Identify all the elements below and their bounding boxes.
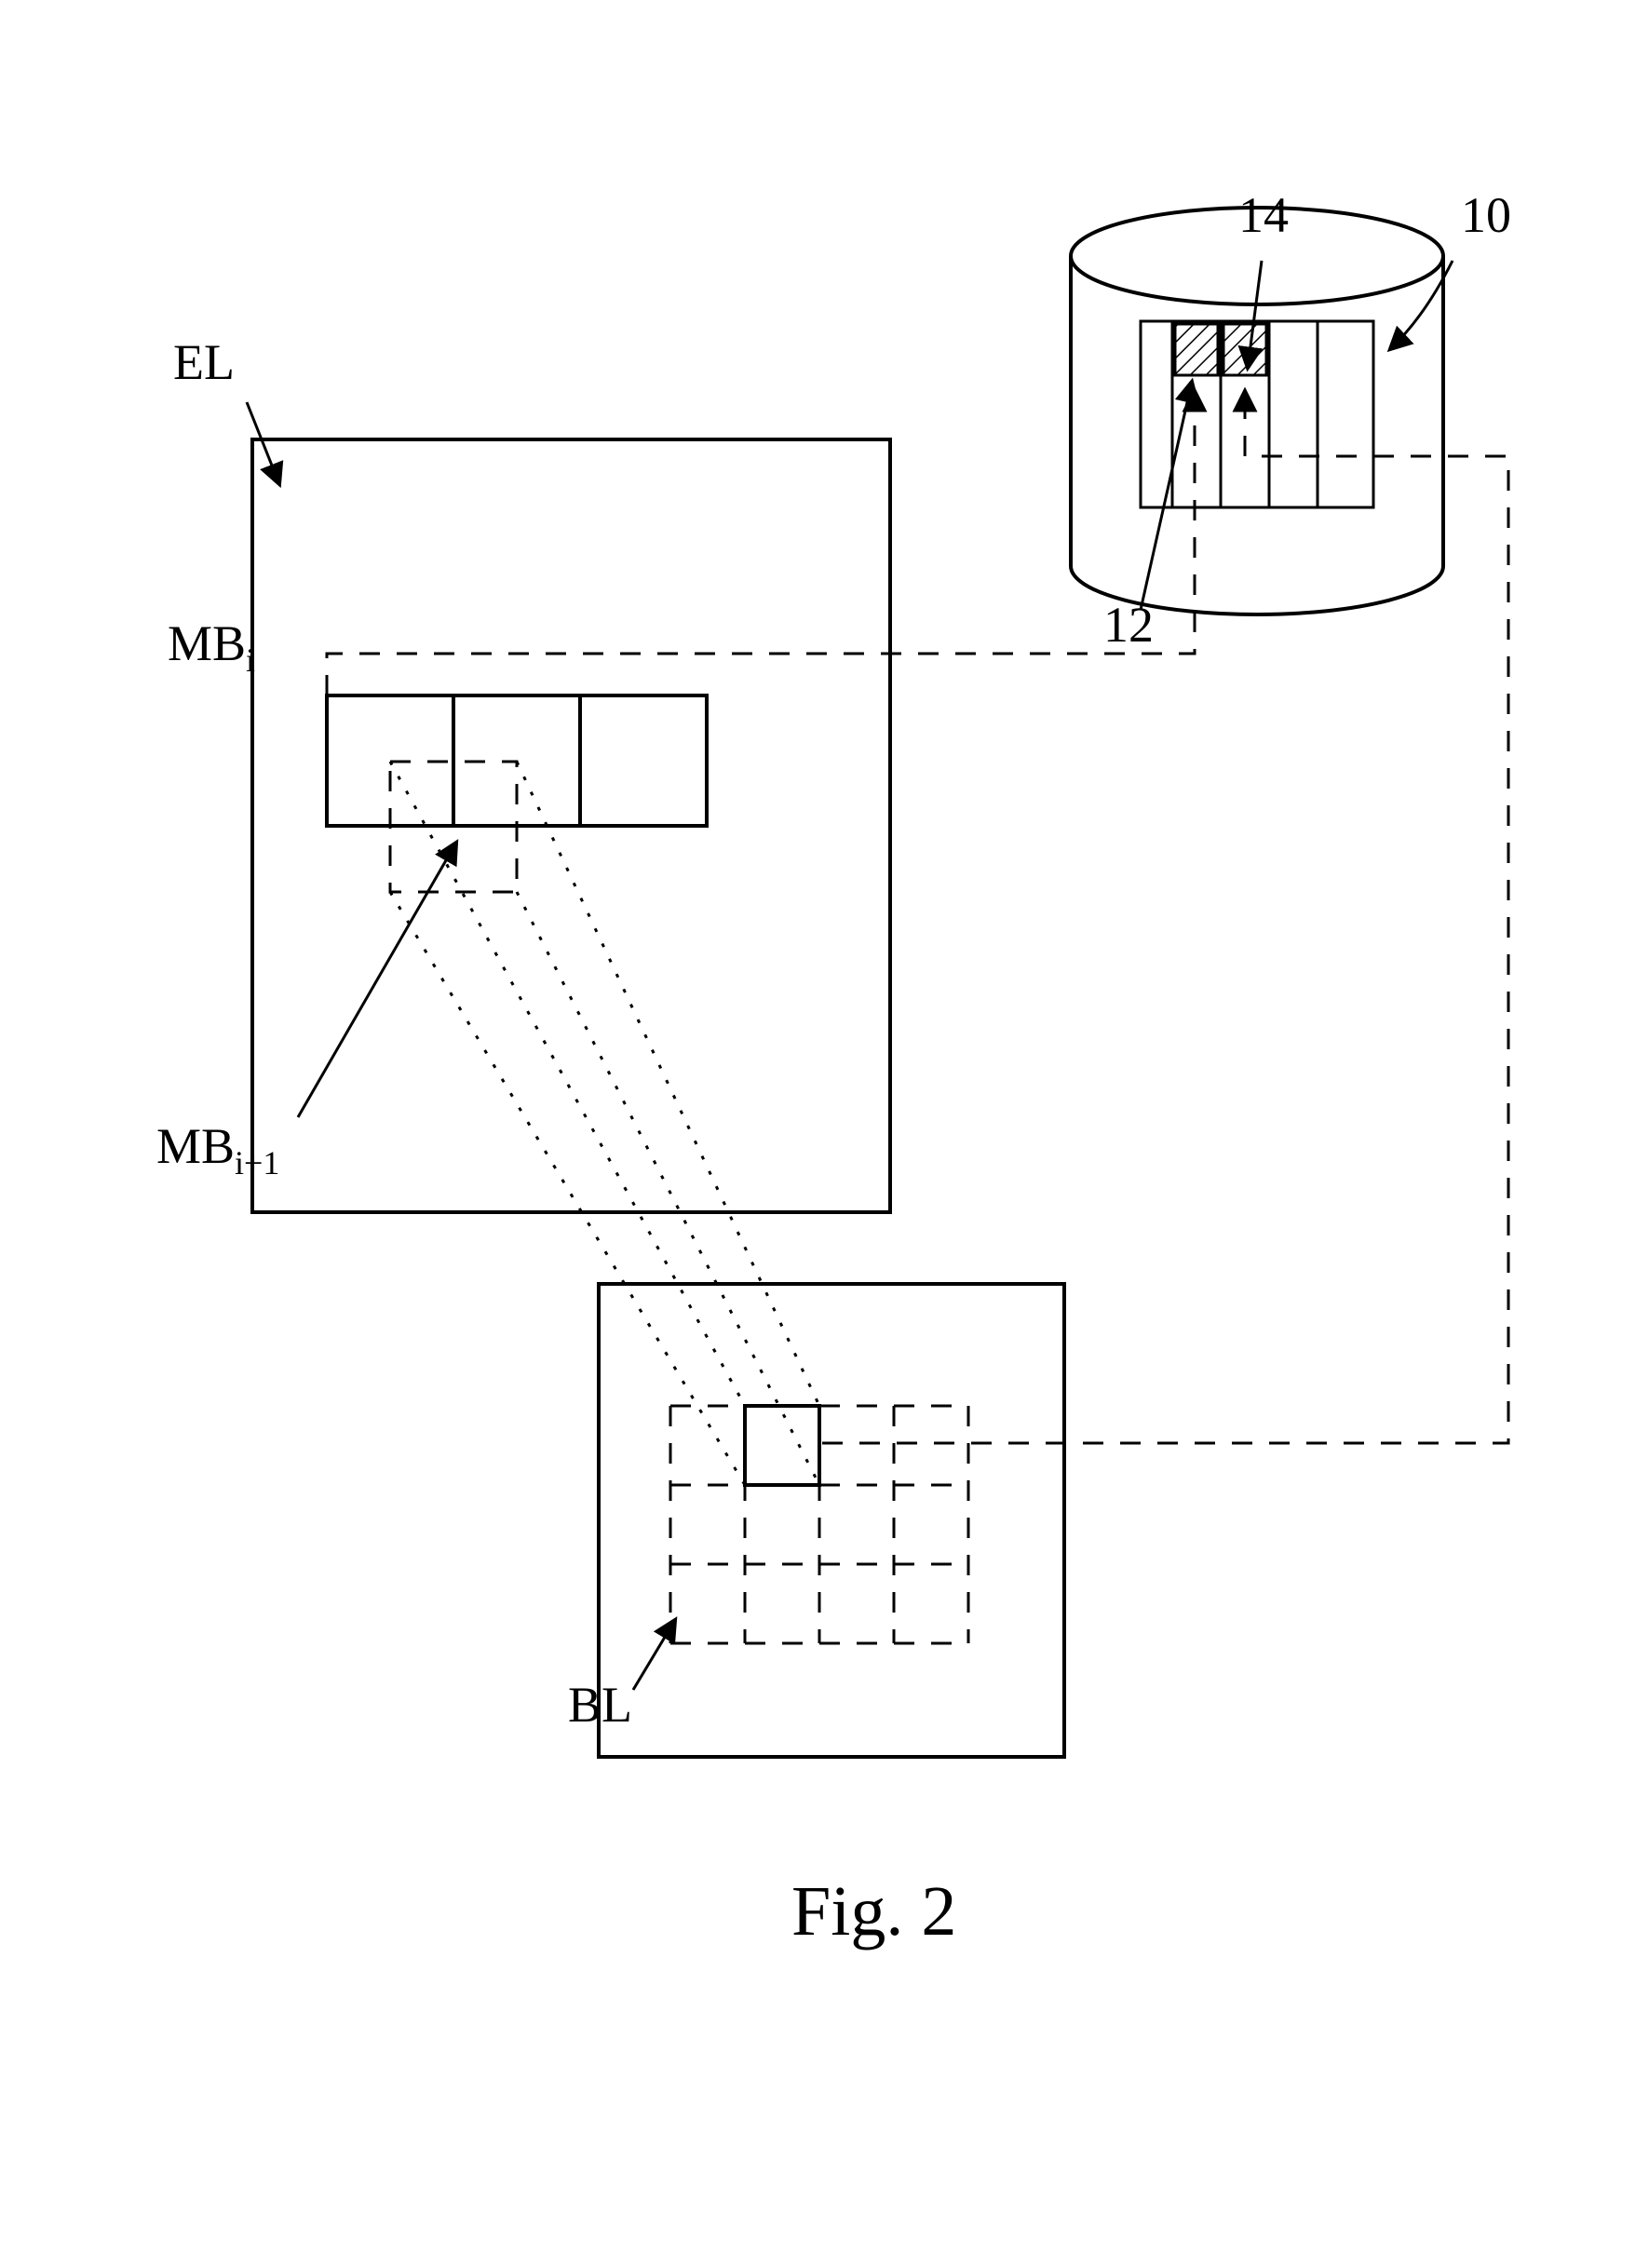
- label-ref10: 10: [1461, 186, 1511, 244]
- label-mbi1-prefix: MB: [156, 1118, 235, 1174]
- label-mbi1: MBi+1: [156, 1117, 279, 1182]
- hatched-cell-right: [1223, 324, 1266, 375]
- label-mbi-sub: i: [246, 641, 255, 679]
- bl-frame: [599, 1284, 1064, 1757]
- hatched-cell-left: [1175, 324, 1218, 375]
- el-block-3: [580, 695, 707, 826]
- leader-mbi1: [298, 843, 456, 1117]
- label-mbi: MBi: [168, 614, 255, 680]
- database-cylinder: [1071, 208, 1443, 614]
- label-mbi-prefix: MB: [168, 615, 246, 671]
- label-ref12: 12: [1103, 596, 1154, 654]
- label-mbi1-sub: i+1: [235, 1144, 279, 1181]
- projection-lines: [390, 762, 819, 1485]
- bl-highlight-cell: [745, 1406, 819, 1485]
- leader-bl: [633, 1620, 675, 1690]
- dashed-path-mb-to-db: [327, 391, 1195, 695]
- label-bl: BL: [568, 1676, 632, 1734]
- figure-caption: Fig. 2: [791, 1871, 956, 1952]
- label-ref14: 14: [1238, 186, 1289, 244]
- leader-ref12: [1141, 382, 1192, 610]
- label-el: EL: [173, 333, 235, 391]
- figure-canvas: EL BL MBi MBi+1 10 12 14 Fig. 2: [0, 0, 1649, 2268]
